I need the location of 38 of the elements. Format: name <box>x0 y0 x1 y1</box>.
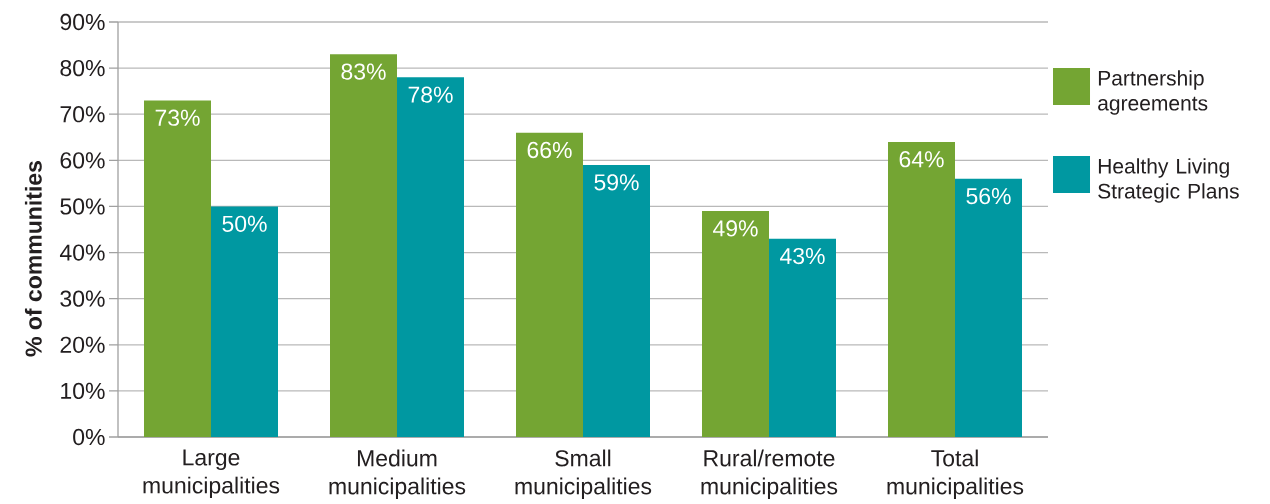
x-tick-label: Large municipalities <box>143 449 280 499</box>
y-tick-label: 60% <box>60 152 105 169</box>
bar <box>397 77 464 437</box>
data-label: 78% <box>408 86 453 103</box>
data-label: 43% <box>780 247 825 265</box>
y-tick-label: 70% <box>60 106 105 123</box>
y-tick-label: 50% <box>60 198 105 215</box>
data-label: 50% <box>222 215 267 232</box>
bar <box>769 238 836 437</box>
bar <box>144 100 211 437</box>
bar <box>955 178 1022 437</box>
x-tick-label: Total municipalities <box>887 449 1024 499</box>
y-tick-label: 10% <box>61 382 105 400</box>
bar <box>888 141 955 437</box>
data-label: 83% <box>341 63 386 80</box>
data-label: 73% <box>155 109 200 126</box>
data-label: 49% <box>713 220 758 237</box>
x-tick-label: Rural/remote municipalities <box>701 449 838 499</box>
y-axis-title: % of communities <box>24 161 42 357</box>
data-label: 66% <box>527 141 572 159</box>
x-tick-label: Medium municipalities <box>329 449 466 499</box>
y-tick-label: 80% <box>60 59 105 77</box>
y-tick-label: 40% <box>59 244 105 261</box>
bar <box>702 211 769 437</box>
y-tick-label: 90% <box>60 13 105 31</box>
y-tick-label: 30% <box>60 290 105 307</box>
data-label: 64% <box>899 151 944 168</box>
data-label: 56% <box>966 187 1011 205</box>
bar <box>516 132 583 437</box>
legend-label: Partnership agreements <box>1098 70 1208 115</box>
y-tick-label: 0% <box>73 428 105 446</box>
data-label: 59% <box>594 174 639 191</box>
x-tick-label: Small municipalities <box>515 449 652 499</box>
bar <box>211 206 278 437</box>
legend-label: Healthy Living Strategic Plans <box>1098 158 1239 203</box>
y-tick-label: 20% <box>60 336 105 353</box>
bar <box>583 164 650 437</box>
bar <box>330 54 397 437</box>
